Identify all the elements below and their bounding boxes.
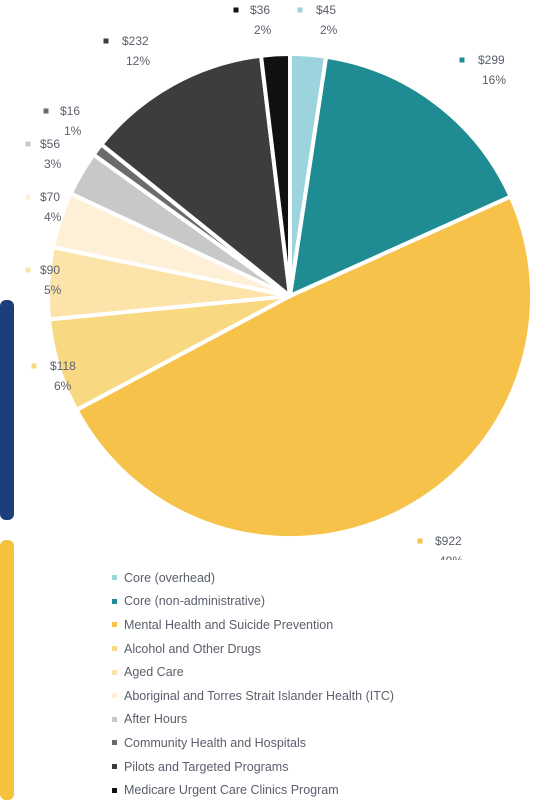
left-edge-decoration: [0, 0, 16, 800]
legend-label: Core (non-administrative): [124, 594, 266, 609]
data-label-marker-atsi-health: [25, 194, 31, 200]
legend-item-pilots: Pilots and Targeted Programs: [112, 755, 527, 779]
data-label-marker-community-health: [43, 108, 49, 114]
data-label-marker-aod: [31, 363, 37, 369]
data-label-amount-aged-care: $90: [40, 263, 60, 277]
data-label-percent-aged-care: 5%: [44, 283, 62, 297]
pie-slice-pilots: [99, 53, 292, 298]
legend: Core (overhead) Core (non-administrative)…: [112, 566, 527, 802]
legend-label: Core (overhead): [124, 570, 216, 585]
pie-slice-mental-health: [74, 194, 533, 541]
data-label-amount-atsi-health: $70: [40, 190, 60, 204]
legend-item-medicare-ucc: Medicare Urgent Care Clinics Program: [112, 778, 527, 802]
legend-swatch: [112, 740, 117, 746]
data-label-marker-mental-health: [417, 538, 423, 544]
pie-labels: $45 2% $299 16% $922 49% $118 6% $90 5% $70 4% $56 3%…: [25, 3, 506, 560]
data-label-percent-aod: 6%: [54, 379, 72, 393]
data-label-marker-medicare-ucc: [233, 7, 239, 13]
data-label-marker-core-non-admin: [459, 57, 465, 63]
legend-item-community-health: Community Health and Hospitals: [112, 731, 527, 755]
data-label-percent-core-overhead: 2%: [320, 23, 338, 37]
data-label-percent-pilots: 12%: [126, 54, 150, 68]
data-label-amount-medicare-ucc: $36: [250, 3, 270, 17]
legend-label: Aged Care: [124, 665, 184, 680]
data-label-amount-core-overhead: $45: [316, 3, 336, 17]
pie-slices: [46, 52, 533, 541]
edge-yellow-block: [0, 540, 14, 800]
legend-item-core-overhead: Core (overhead): [112, 566, 527, 590]
pie-slice-medicare-ucc: [259, 52, 292, 298]
data-label-marker-aged-care: [25, 267, 31, 273]
legend-swatch: [112, 669, 117, 675]
data-label-percent-after-hours: 3%: [44, 157, 62, 171]
data-label-amount-core-non-admin: $299: [478, 53, 505, 67]
data-label-marker-after-hours: [25, 141, 31, 147]
legend-swatch: [112, 787, 117, 793]
data-label-amount-mental-health: $922: [435, 534, 462, 548]
data-label-percent-mental-health: 49%: [439, 554, 463, 560]
legend-swatch: [112, 646, 117, 652]
data-label-amount-aod: $118: [50, 359, 76, 373]
legend-swatch: [112, 575, 117, 581]
legend-swatch: [112, 622, 117, 628]
legend-label: Pilots and Targeted Programs: [124, 759, 289, 774]
data-label-percent-medicare-ucc: 2%: [254, 23, 272, 37]
pie-slice-core-non-admin: [288, 54, 513, 298]
legend-label: After Hours: [124, 712, 188, 727]
data-label-amount-pilots: $232: [122, 34, 149, 48]
legend-item-aged-care: Aged Care: [112, 660, 527, 684]
data-label-amount-community-health: $16: [60, 104, 80, 118]
pie-chart: $45 2% $299 16% $922 49% $118 6% $90 5% $70 4% $56 3%…: [25, 3, 533, 560]
legend-swatch: [112, 716, 117, 722]
legend-label: Community Health and Hospitals: [124, 735, 307, 750]
legend-swatch: [112, 598, 117, 604]
data-label-percent-core-non-admin: 16%: [482, 73, 506, 87]
legend-item-core-non-admin: Core (non-administrative): [112, 590, 527, 614]
data-label-amount-after-hours: $56: [40, 137, 60, 151]
legend-label: Mental Health and Suicide Prevention: [124, 617, 334, 632]
legend-label: Alcohol and Other Drugs: [124, 641, 261, 656]
legend-label: Medicare Urgent Care Clinics Program: [124, 783, 339, 798]
left-edge-shapes: [0, 300, 14, 800]
legend-item-mental-health: Mental Health and Suicide Prevention: [112, 613, 527, 637]
data-label-marker-core-overhead: [297, 7, 303, 13]
legend-item-atsi-health: Aboriginal and Torres Strait Islander He…: [112, 684, 527, 708]
data-label-percent-atsi-health: 4%: [44, 210, 62, 224]
legend-item-aod: Alcohol and Other Drugs: [112, 637, 527, 661]
legend-label: Aboriginal and Torres Strait Islander He…: [124, 688, 395, 703]
data-label-marker-pilots: [103, 38, 109, 44]
legend-item-after-hours: After Hours: [112, 708, 527, 732]
data-label-percent-community-health: 1%: [64, 124, 82, 138]
legend-swatch: [112, 764, 117, 770]
legend-swatch: [112, 693, 117, 699]
edge-navy-block: [0, 300, 14, 520]
